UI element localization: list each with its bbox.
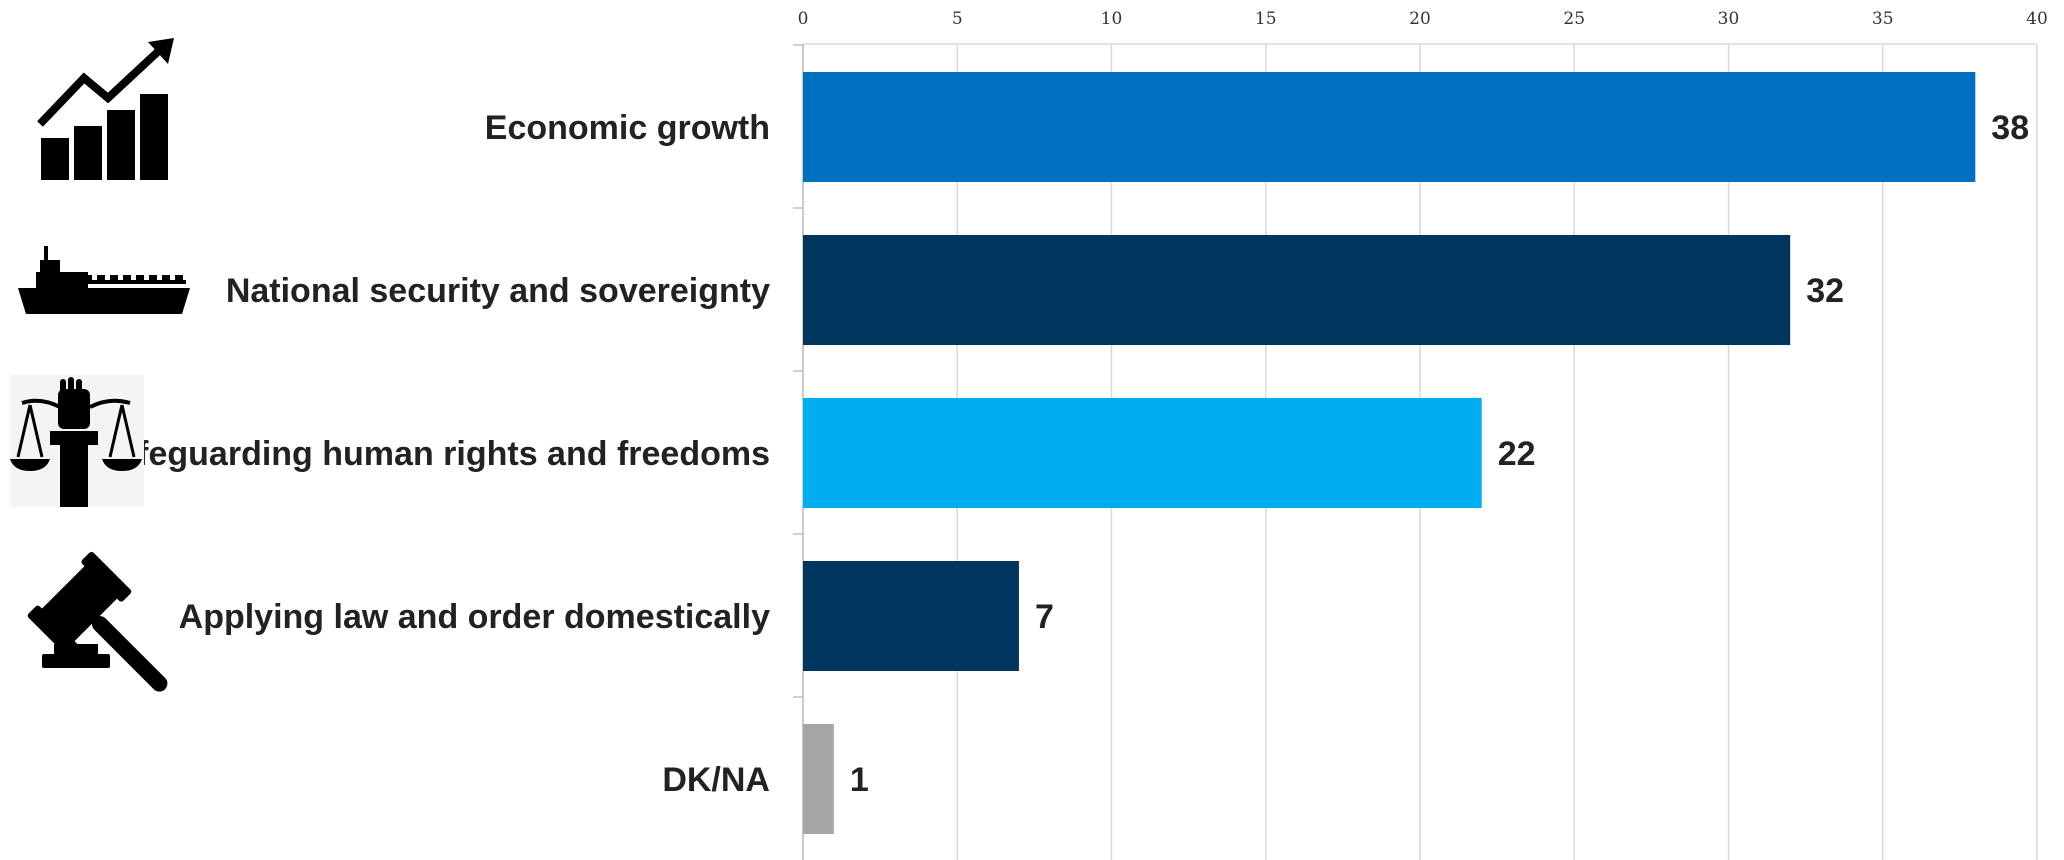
x-tick-label: 10 (1101, 9, 1123, 29)
category-label: DK/NA (662, 761, 770, 799)
x-tick-label: 15 (1255, 9, 1277, 29)
x-tick-label: 40 (2026, 9, 2048, 29)
scales-of-justice-icon (10, 375, 144, 507)
category-label: Safeguarding human rights and freedoms (96, 435, 770, 473)
bars (803, 72, 1976, 834)
ship-icon (18, 246, 190, 314)
data-label: 1 (850, 761, 869, 799)
category-label: Economic growth (485, 109, 770, 147)
x-axis-ticks: 0 5 10 15 20 25 30 35 40 (798, 9, 2048, 29)
x-tick-label: 30 (1718, 9, 1740, 29)
data-label: 7 (1035, 598, 1054, 636)
bar (803, 561, 1019, 671)
data-label: 32 (1806, 272, 1844, 310)
x-tick-label: 35 (1872, 9, 1894, 29)
bar (803, 398, 1482, 508)
x-tick-label: 5 (952, 9, 963, 29)
x-tick-label: 0 (798, 9, 809, 29)
data-label: 22 (1498, 435, 1536, 473)
bar (803, 724, 834, 834)
chart-growth-icon (37, 38, 174, 180)
x-tick-label: 25 (1563, 9, 1585, 29)
data-label: 38 (1991, 109, 2029, 147)
bar (803, 72, 1976, 182)
x-tick-label: 20 (1409, 9, 1431, 29)
gavel-icon (27, 551, 168, 692)
category-label: Applying law and order domestically (179, 598, 770, 636)
category-labels: Economic growth National security and sov… (96, 109, 771, 799)
category-label: National security and sovereignty (226, 272, 770, 310)
data-labels: 38 32 22 7 1 (850, 109, 2029, 799)
bar (803, 235, 1791, 345)
